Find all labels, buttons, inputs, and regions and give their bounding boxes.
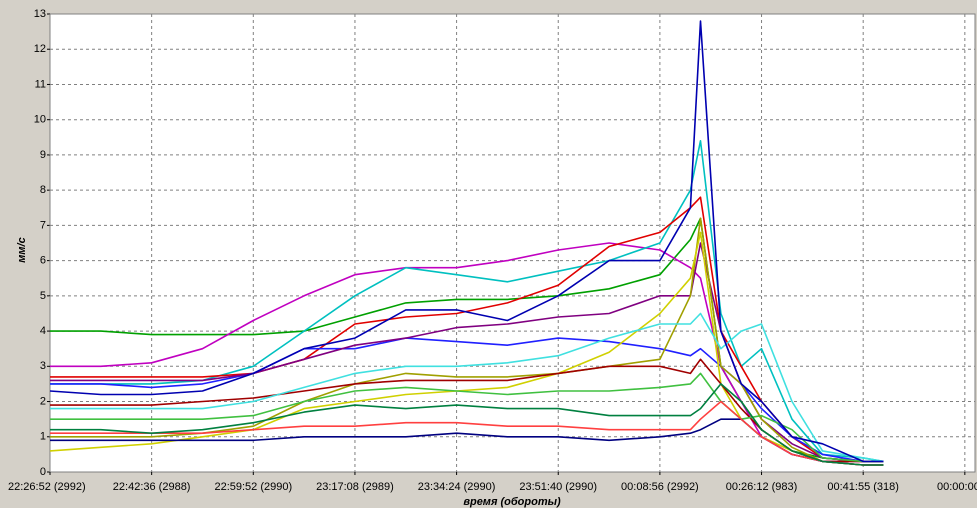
- y-tick-label: 7: [40, 219, 46, 231]
- y-tick-label: 1: [40, 431, 46, 443]
- x-tick-label: 00:00:00 (0: [937, 481, 977, 493]
- x-tick-label: 22:26:52 (2992): [8, 481, 86, 493]
- x-tick-label: 22:42:36 (2988): [113, 481, 191, 493]
- x-tick-label: 22:59:52 (2990): [214, 481, 292, 493]
- x-tick-label: 23:51:40 (2990): [519, 481, 597, 493]
- x-tick-label: 23:17:08 (2989): [316, 481, 394, 493]
- y-tick-label: 4: [40, 325, 46, 337]
- y-tick-label: 9: [40, 149, 46, 161]
- x-tick-label: 00:08:56 (2992): [621, 481, 699, 493]
- series-line: [50, 372, 884, 463]
- series-line: [50, 383, 884, 466]
- y-tick-label: 11: [35, 78, 46, 90]
- x-tick-label: 23:34:24 (2990): [418, 481, 496, 493]
- y-tick-label: 6: [40, 255, 46, 267]
- series-line: [50, 242, 884, 463]
- series-line: [49, 231, 884, 466]
- y-axis-label: мм/с: [16, 237, 28, 262]
- y-tick-label: 5: [40, 290, 46, 302]
- x-tick-label: 00:26:12 (983): [726, 481, 798, 493]
- series-line: [50, 312, 884, 463]
- y-tick-label: 10: [34, 114, 46, 126]
- series-line: [50, 400, 884, 466]
- series-line: [49, 20, 884, 463]
- y-tick-label: 12: [34, 43, 46, 55]
- y-tick-label: 3: [40, 360, 46, 372]
- y-tick-label: 8: [40, 184, 46, 196]
- x-tick-label: 00:41:55 (318): [827, 481, 899, 493]
- y-tick-label: 0: [40, 466, 46, 478]
- plot-area: [49, 13, 976, 473]
- y-tick-label: 2: [40, 395, 46, 407]
- y-tick-label: 13: [34, 8, 46, 20]
- x-axis-label: время (обороты): [463, 496, 561, 508]
